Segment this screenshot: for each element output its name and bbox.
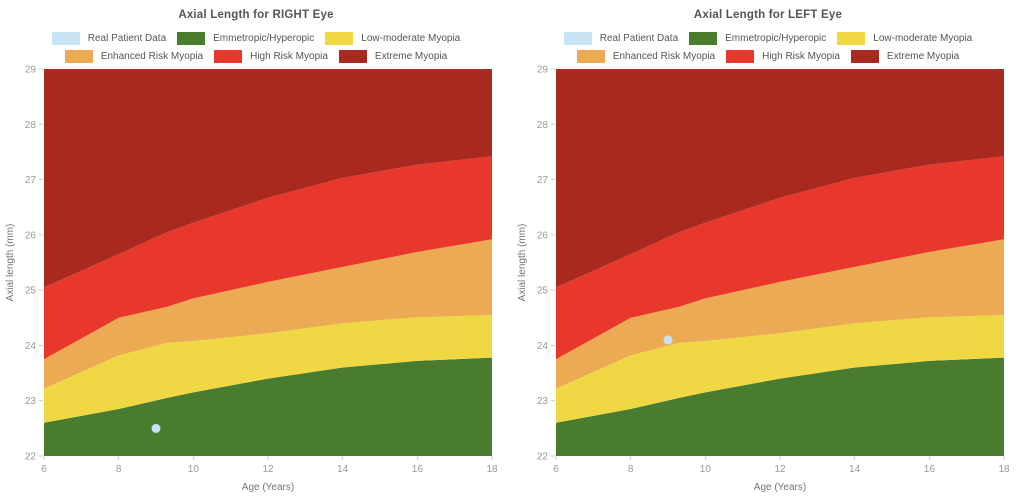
left-eye-chart-card: Axial Length for LEFT Eye Real Patient D… [512, 0, 1024, 500]
legend-label: Low-moderate Myopia [361, 33, 461, 44]
y-axis-title: Axial length (mm) [5, 224, 16, 302]
y-tick-label: 29 [537, 65, 549, 76]
legend-item-enhanced-risk-myopia: Enhanced Risk Myopia [576, 50, 716, 63]
plot-area-left-eye: 6 8 10 12 14 16 18 22 23 24 25 26 27 28 29 Age (Years) A… [517, 65, 1010, 494]
y-tick-label: 29 [25, 65, 37, 76]
legend-swatch-icon [837, 32, 866, 45]
legend-label: High Risk Myopia [250, 51, 328, 62]
y-tick-label: 22 [25, 452, 37, 463]
x-tick-label: 14 [849, 464, 861, 475]
y-tick-label: 24 [537, 341, 549, 352]
y-tick-label: 27 [25, 175, 37, 186]
legend-label: Enhanced Risk Myopia [612, 51, 716, 62]
y-tick-label: 22 [537, 452, 549, 463]
legend-label: Enhanced Risk Myopia [100, 51, 204, 62]
legend-label: Emmetropic/Hyperopic [725, 33, 827, 44]
legend-swatch-icon [850, 50, 879, 63]
legend-swatch-icon [64, 50, 93, 63]
chart-title-right-eye: Axial Length for RIGHT Eye [178, 9, 334, 21]
x-tick-label: 12 [774, 464, 786, 475]
x-tick-label: 16 [412, 464, 424, 475]
x-tick-label: 6 [41, 464, 47, 475]
y-tick-label: 28 [537, 120, 549, 131]
legend-item-real-patient-data: Real Patient Data [563, 32, 679, 45]
y-axis-title: Axial length (mm) [517, 224, 528, 302]
legend-swatch-icon [338, 50, 367, 63]
area-band-enhanced-risk-myopia [44, 239, 492, 389]
legend-item-emmetropic-hyperopic: Emmetropic/Hyperopic [177, 32, 314, 45]
y-tick-label: 28 [25, 120, 37, 131]
legend-item-enhanced-risk-myopia: Enhanced Risk Myopia [64, 50, 204, 63]
area-band-low-moderate-myopia [44, 315, 492, 423]
legend-row: Enhanced Risk Myopia High Risk Myopia Extr… [64, 50, 448, 63]
area-band-extreme-myopia [556, 69, 1004, 288]
x-axis-title: Age (Years) [242, 482, 294, 493]
legend-label: Real Patient Data [599, 33, 679, 44]
legend-label: Emmetropic/Hyperopic [213, 33, 315, 44]
legend-swatch-icon [325, 32, 354, 45]
legend-label: Extreme Myopia [374, 51, 448, 62]
legend-item-real-patient-data: Real Patient Data [51, 32, 167, 45]
x-tick-label: 8 [628, 464, 634, 475]
area-band-emmetropic-hyperopic [556, 357, 1004, 456]
y-tick-label: 26 [537, 230, 549, 241]
area-band-low-moderate-myopia [556, 315, 1004, 423]
legend-swatch-icon [177, 32, 206, 45]
legend-item-low-moderate-myopia: Low-moderate Myopia [837, 32, 972, 45]
right-eye-chart-card: Axial Length for RIGHT Eye Real Patient … [0, 9, 512, 494]
x-tick-label: 6 [553, 464, 559, 475]
legend-row: Real Patient Data Emmetropic/Hyperopic Low… [563, 32, 972, 45]
legend-item-emmetropic-hyperopic: Emmetropic/Hyperopic [689, 32, 826, 45]
area-band-high-risk-myopia [556, 156, 1004, 360]
x-tick-label: 14 [337, 464, 349, 475]
legend-row: Real Patient Data Emmetropic/Hyperopic Low… [51, 32, 460, 45]
legend-item-high-risk-myopia: High Risk Myopia [214, 50, 328, 63]
x-axis-title: Age (Years) [754, 482, 806, 493]
y-tick-label: 27 [537, 175, 549, 186]
legend-swatch-icon [576, 50, 605, 63]
y-tick-label: 25 [537, 286, 549, 297]
legend-item-low-moderate-myopia: Low-moderate Myopia [325, 32, 460, 45]
patient-data-point [663, 335, 673, 345]
legend-swatch-icon [563, 32, 592, 45]
x-tick-label: 10 [700, 464, 712, 475]
x-tick-label: 18 [486, 464, 498, 475]
legend-swatch-icon [51, 32, 80, 45]
plot-area-right-eye: 6 8 10 12 14 16 18 22 23 24 25 26 27 28 29 Age (Years) A… [5, 65, 498, 494]
legend-item-extreme-myopia: Extreme Myopia [850, 50, 960, 63]
legend: Real Patient Data Emmetropic/Hyperopic Low… [512, 32, 1024, 63]
y-tick-label: 24 [25, 341, 37, 352]
legend: Real Patient Data Emmetropic/Hyperopic Low… [0, 32, 512, 63]
y-tick-label: 23 [537, 396, 549, 407]
legend-item-extreme-myopia: Extreme Myopia [338, 50, 448, 63]
x-tick-label: 8 [116, 464, 122, 475]
area-band-enhanced-risk-myopia [556, 239, 1004, 389]
legend-swatch-icon [726, 50, 755, 63]
y-tick-label: 23 [25, 396, 37, 407]
legend-swatch-icon [689, 32, 718, 45]
legend-label: Extreme Myopia [886, 51, 960, 62]
legend-label: High Risk Myopia [762, 51, 840, 62]
patient-data-point [151, 423, 161, 433]
y-tick-label: 26 [25, 230, 37, 241]
x-tick-label: 18 [998, 464, 1010, 475]
legend-label: Real Patient Data [87, 33, 167, 44]
legend-row: Enhanced Risk Myopia High Risk Myopia Extr… [576, 50, 960, 63]
legend-item-high-risk-myopia: High Risk Myopia [726, 50, 840, 63]
y-tick-label: 25 [25, 286, 37, 297]
x-tick-label: 16 [924, 464, 936, 475]
legend-swatch-icon [214, 50, 243, 63]
area-band-extreme-myopia [44, 69, 492, 288]
legend-label: Low-moderate Myopia [873, 33, 973, 44]
area-band-high-risk-myopia [44, 156, 492, 360]
chart-title-left-eye: Axial Length for LEFT Eye [693, 9, 843, 21]
x-tick-label: 12 [262, 464, 274, 475]
x-tick-label: 10 [188, 464, 200, 475]
